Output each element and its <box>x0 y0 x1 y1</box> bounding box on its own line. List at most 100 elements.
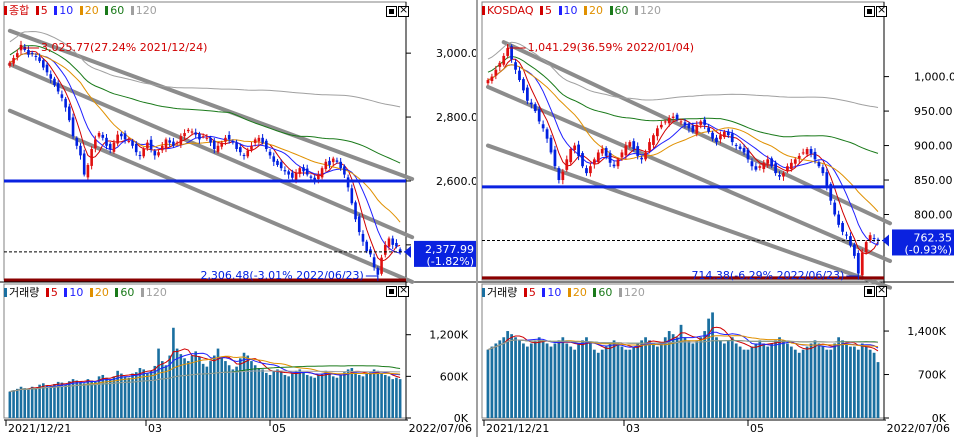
volume-bar <box>876 362 880 418</box>
volume-bar <box>809 343 813 418</box>
series-checkbox[interactable] <box>482 6 485 15</box>
volume-bar <box>49 386 53 418</box>
candle-body <box>361 233 365 242</box>
volume-bar <box>34 387 38 418</box>
vol-ma-120-label: 120 <box>623 286 645 299</box>
vol-ma-20-checkbox[interactable] <box>567 288 571 297</box>
vol-ma-10-checkbox[interactable] <box>542 288 546 297</box>
vol-ma-20-checkbox[interactable] <box>89 288 93 297</box>
close-icon[interactable] <box>398 3 409 17</box>
candle-body <box>279 162 283 169</box>
x-tick-label: 2021/12/21 <box>486 422 549 435</box>
volume-bar <box>53 383 56 418</box>
volume-maximize-icon[interactable] <box>386 286 397 297</box>
series-title: 종합 <box>9 4 30 17</box>
candle-body <box>79 145 82 156</box>
volume-bar <box>730 337 734 418</box>
volume-bar <box>123 376 127 418</box>
volume-bar <box>608 343 612 418</box>
volume-bar <box>860 343 864 418</box>
candle-body <box>746 149 750 160</box>
candle-body <box>376 268 380 275</box>
volume-bar <box>549 346 553 418</box>
volume-bar <box>224 361 227 418</box>
ma-20-label: 20 <box>84 4 99 17</box>
kosdaq-chart-panel[interactable]: KOSDAQ 5 10 20 60 120 거래량 5 10 20 60 120… <box>478 0 954 437</box>
candle-body <box>268 151 272 156</box>
volume-close-icon[interactable] <box>876 283 887 297</box>
ma-5-checkbox[interactable] <box>540 6 544 15</box>
volume-checkbox[interactable] <box>482 288 485 297</box>
candle-body <box>68 106 71 121</box>
volume-bar <box>494 343 498 418</box>
volume-bar <box>372 369 376 418</box>
volume-bar <box>376 370 380 418</box>
vol-ma-10-label: 10 <box>69 286 84 299</box>
maximize-icon[interactable] <box>864 6 875 17</box>
volume-bar <box>8 391 12 418</box>
candle-body <box>510 46 513 60</box>
close-icon[interactable] <box>876 3 887 17</box>
volume-bar <box>279 372 283 418</box>
ma-10-checkbox[interactable] <box>558 6 562 15</box>
candle-body <box>56 83 60 92</box>
volume-bar <box>805 346 809 418</box>
ma-60-checkbox[interactable] <box>105 6 109 15</box>
volume-bar <box>833 343 837 418</box>
price-tick-label: 900.00 <box>914 140 953 153</box>
volume-legend: 거래량 5 10 20 60 120 <box>4 286 170 300</box>
ma-10-label: 10 <box>59 4 74 17</box>
candle-body <box>533 104 537 112</box>
vol-ma-10-checkbox[interactable] <box>64 288 68 297</box>
volume-bar <box>153 365 157 418</box>
ma-20-checkbox[interactable] <box>584 6 588 15</box>
candle-body <box>265 140 268 149</box>
kospi-chart-canvas[interactable]: 3,000.002,800.002,600.002,400.002,377.99… <box>0 0 476 437</box>
volume-bar <box>27 389 30 418</box>
vol-ma-120-checkbox[interactable] <box>140 288 144 297</box>
volume-bar <box>537 337 541 418</box>
volume-bar <box>636 343 640 418</box>
volume-bar <box>656 346 659 418</box>
volume-bar <box>183 358 186 418</box>
candle-body <box>711 132 714 139</box>
candle-body <box>231 141 235 143</box>
volume-bar <box>628 349 632 418</box>
candle-body <box>608 153 612 163</box>
kospi-chart-panel[interactable]: 종합 5 10 20 60 120 거래량 5 10 20 60 120 3,0… <box>0 0 476 437</box>
vol-ma-60-checkbox[interactable] <box>115 288 119 297</box>
maximize-icon[interactable] <box>386 6 397 17</box>
volume-bar <box>750 346 754 418</box>
kosdaq-chart-canvas[interactable]: 1,000.00 950.00 900.00 850.00 800.00 762.35(-… <box>478 0 954 437</box>
volume-bar <box>569 346 573 418</box>
volume-bar <box>283 374 287 418</box>
candle-body <box>309 176 313 178</box>
candle-body <box>38 57 41 62</box>
vol-ma-60-checkbox[interactable] <box>593 288 597 297</box>
candle-body <box>153 150 157 156</box>
ma-60-checkbox[interactable] <box>609 6 613 15</box>
x-tick-label: 05 <box>750 422 764 435</box>
volume-checkbox[interactable] <box>4 288 7 297</box>
candle-body <box>754 166 758 170</box>
volume-close-icon[interactable] <box>398 283 409 297</box>
vol-ma-5-checkbox[interactable] <box>45 288 49 297</box>
ma-20-checkbox[interactable] <box>79 6 83 15</box>
candle-body <box>205 137 209 139</box>
ma-10-checkbox[interactable] <box>54 6 58 15</box>
volume-maximize-icon[interactable] <box>864 286 875 297</box>
ma-5-checkbox[interactable] <box>35 6 39 15</box>
vol-ma-120-checkbox[interactable] <box>618 288 622 297</box>
candle-body <box>707 127 710 132</box>
candle-body <box>186 129 190 132</box>
x-end-label: 2022/07/06 <box>887 422 950 435</box>
volume-bar <box>695 340 699 418</box>
candle-body <box>250 145 253 150</box>
volume-bar <box>179 354 183 418</box>
series-checkbox[interactable] <box>4 6 7 15</box>
vol-ma-20-label: 20 <box>94 286 109 299</box>
vol-ma-5-checkbox[interactable] <box>523 288 527 297</box>
ma-120-checkbox[interactable] <box>635 6 639 15</box>
ma-120-checkbox[interactable] <box>130 6 134 15</box>
candle-body <box>101 134 105 138</box>
